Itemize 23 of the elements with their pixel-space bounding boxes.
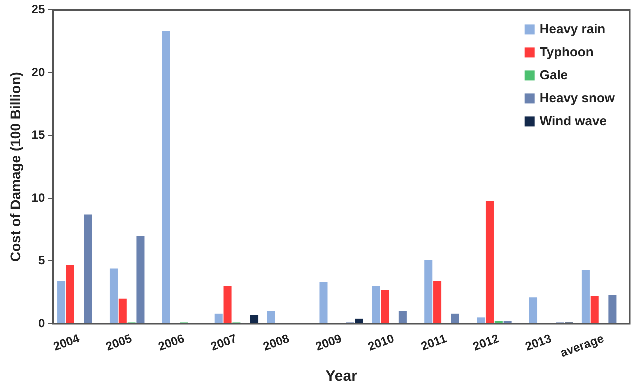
x-axis-title: Year	[326, 368, 358, 386]
x-tick-label: 2005	[104, 331, 134, 354]
x-tick-label: 2008	[261, 331, 292, 354]
y-axis-title: Cost of Damage (100 Billion)	[7, 72, 24, 262]
legend-label: Typhoon	[540, 44, 594, 60]
legend-label: Wind wave	[540, 113, 607, 128]
x-tick-label: 2009	[314, 331, 344, 354]
legend-label: Heavy rain	[540, 21, 606, 36]
x-tick-label: 2011	[419, 331, 449, 354]
x-tick-label: 2013	[524, 331, 554, 354]
legend-label: Gale	[540, 67, 568, 82]
y-tick-label: 5	[38, 254, 46, 268]
y-tick-label: 0	[38, 316, 46, 330]
legend-label: Heavy snow	[540, 90, 616, 106]
x-tick-label: 2004	[52, 331, 82, 354]
x-tick-label: 2007	[209, 331, 240, 354]
y-tick-label: 25	[32, 2, 46, 17]
x-tick-label: 2010	[366, 331, 396, 354]
y-tick-label: 15	[32, 128, 46, 142]
x-tick-label: 2012	[471, 331, 502, 354]
y-tick-label: 20	[32, 65, 46, 80]
y-tick-label: 10	[32, 190, 46, 205]
x-tick-label: 2006	[156, 331, 187, 354]
